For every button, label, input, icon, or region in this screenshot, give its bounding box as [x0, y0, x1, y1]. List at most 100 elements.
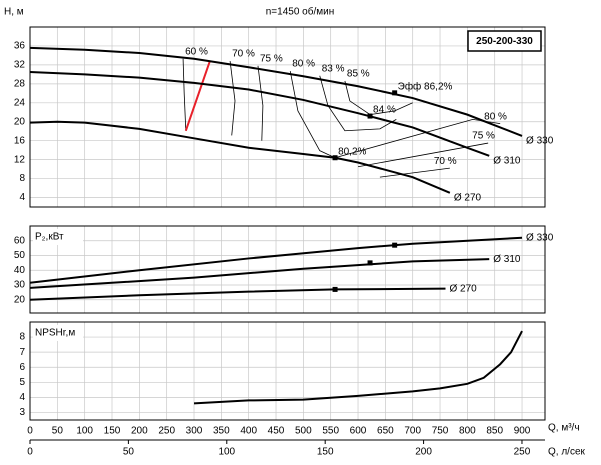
x-tick-label: 100 — [76, 426, 93, 437]
marker — [332, 286, 338, 292]
label-bg — [33, 325, 83, 341]
efficiency-label: 83 % — [322, 63, 345, 74]
x2-axis-title: Q, л/сек — [548, 447, 586, 458]
curve — [29, 236, 523, 284]
y-tick-label: 40 — [14, 265, 26, 276]
series-label: Ø 270 — [454, 192, 482, 203]
efficiency-line — [229, 61, 236, 136]
marker — [367, 113, 373, 119]
efficiency-line — [182, 58, 187, 131]
x-tick-label: 650 — [377, 426, 394, 437]
model-label: 250-200-330 — [476, 36, 533, 47]
x2-tick-label: 200 — [415, 447, 432, 458]
annotation: Эфф 86,2% — [398, 80, 453, 92]
curve — [29, 258, 490, 289]
annotation: 84 % — [373, 105, 396, 116]
x2-tick-label: 150 — [317, 447, 334, 458]
x-tick-label: 0 — [27, 426, 33, 437]
y-tick-label: 32 — [14, 60, 26, 71]
y-tick-label: 60 — [14, 235, 26, 246]
x-tick-label: 700 — [404, 426, 421, 437]
y-tick-label: 28 — [14, 78, 26, 89]
x-tick-label: 550 — [322, 426, 339, 437]
x-tick-label: 850 — [486, 426, 503, 437]
y-tick-label: 36 — [14, 41, 26, 52]
y-tick-label: 8 — [19, 173, 25, 184]
x2-tick-label: 250 — [514, 447, 531, 458]
efficiency-label: 75 % — [260, 53, 283, 64]
x-tick-label: 200 — [131, 426, 148, 437]
annotation: 80,2% — [338, 146, 366, 157]
y-tick-label: 7 — [19, 347, 25, 358]
efficiency-label: 70 % — [232, 49, 255, 60]
efficiency-line — [289, 70, 336, 159]
x2-tick-label: 0 — [27, 447, 33, 458]
series-label: Ø 330 — [526, 232, 554, 243]
x-tick-label: 350 — [213, 426, 230, 437]
series-label: Ø 310 — [493, 155, 521, 166]
x2-tick-label: 50 — [123, 447, 135, 458]
curve — [29, 46, 523, 137]
efficiency-line — [334, 118, 501, 159]
curve — [29, 120, 451, 194]
efficiency-label: 70 % — [434, 156, 457, 167]
y-tick-label: 50 — [14, 250, 26, 261]
y-tick-label: 4 — [19, 392, 25, 403]
x-tick-label: 900 — [514, 426, 531, 437]
efficiency-label: 80 % — [292, 59, 315, 70]
panel-frame — [29, 321, 546, 421]
y-tick-label: 6 — [19, 362, 25, 373]
efficiency-label: 80 % — [484, 111, 507, 122]
y-tick-label: 12 — [14, 154, 26, 165]
y-tick-label: 16 — [14, 135, 26, 146]
x-tick-label: 300 — [186, 426, 203, 437]
y-axis-title: P₂,кВт — [35, 232, 64, 243]
curve — [29, 71, 490, 157]
x-tick-label: 250 — [158, 426, 175, 437]
x-tick-label: 50 — [52, 426, 64, 437]
y-tick-label: 20 — [14, 294, 26, 305]
efficiency-label: 75 % — [472, 131, 495, 142]
efficiency-label: 60 % — [185, 46, 208, 57]
series-label: Ø 310 — [493, 254, 521, 265]
x-tick-label: 500 — [295, 426, 312, 437]
chart-title: n=1450 об/мин — [266, 6, 334, 18]
range-line — [184, 60, 211, 132]
marker — [392, 242, 398, 248]
series-label: Ø 270 — [449, 283, 477, 294]
x-tick-label: 150 — [104, 426, 121, 437]
curve — [193, 330, 523, 405]
marker — [367, 260, 373, 266]
efficiency-label: 85 % — [347, 69, 370, 80]
x-tick-label: 400 — [240, 426, 257, 437]
x-tick-label: 450 — [268, 426, 285, 437]
panel-frame — [29, 225, 546, 314]
panel-frame — [29, 26, 546, 208]
x-tick-label: 600 — [350, 426, 367, 437]
y-tick-label: 30 — [14, 280, 26, 291]
y-tick-label: 4 — [19, 192, 25, 203]
y-tick-label: 24 — [14, 97, 26, 108]
curve — [29, 287, 446, 301]
efficiency-line — [379, 167, 450, 178]
label-bg — [33, 229, 83, 245]
y-tick-label: 8 — [19, 332, 25, 343]
x2-tick-label: 100 — [218, 447, 235, 458]
model-box — [467, 30, 542, 52]
marker — [332, 155, 338, 161]
efficiency-line — [357, 142, 489, 168]
efficiency-line — [319, 75, 397, 132]
x-tick-label: 800 — [459, 426, 476, 437]
y-tick-label: 20 — [14, 116, 26, 127]
y-tick-label: 3 — [19, 407, 25, 418]
y-axis-title: NPSHr,м — [35, 328, 75, 339]
x-tick-label: 750 — [432, 426, 449, 437]
y-tick-label: 5 — [19, 377, 25, 388]
efficiency-line — [257, 65, 264, 141]
y-axis-title: H, м — [4, 7, 24, 18]
series-label: Ø 330 — [526, 136, 554, 147]
x-axis-title: Q, м³/ч — [548, 423, 580, 434]
marker — [392, 90, 398, 96]
